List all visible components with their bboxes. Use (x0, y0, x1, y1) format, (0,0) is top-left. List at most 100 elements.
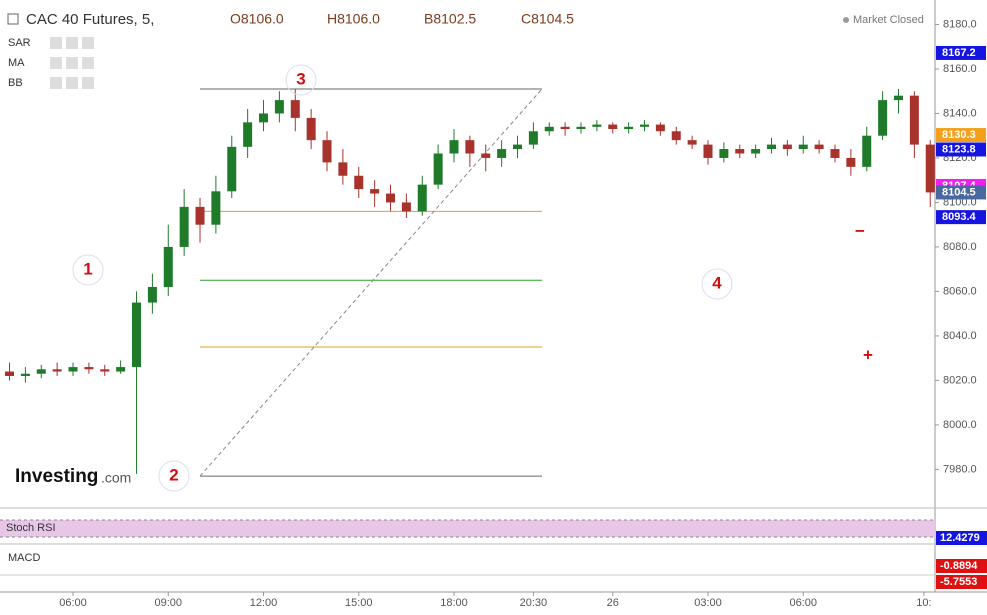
candle-body (417, 184, 427, 212)
x-tick-label: 18:00 (440, 597, 468, 609)
indicator-label[interactable]: SAR (8, 37, 31, 49)
candle-body (433, 153, 443, 185)
candle-body (370, 189, 380, 194)
candle-body (592, 124, 602, 127)
stoch-tag (936, 531, 987, 545)
y-tick-label: 8060.0 (943, 285, 977, 297)
macd-value: -0.8894 (940, 560, 978, 572)
candle-body (782, 144, 792, 150)
candle-body (687, 140, 697, 145)
candle-body (211, 191, 221, 225)
price-tag (936, 185, 986, 200)
annotation: 4 (712, 273, 722, 292)
candle-body (862, 135, 872, 167)
indicator-icon[interactable] (50, 77, 62, 89)
status-dot (843, 17, 849, 23)
candle-body (354, 175, 364, 190)
annotation-ring (285, 64, 317, 96)
candle-body (243, 122, 253, 147)
candle-body (576, 126, 586, 130)
candle-body (322, 140, 332, 163)
indicator-icon[interactable] (66, 37, 78, 49)
indicator-icon[interactable] (82, 37, 94, 49)
stoch-band (0, 520, 935, 537)
price-tag (936, 45, 986, 60)
candle-body (147, 286, 157, 303)
candle-body (751, 149, 761, 154)
price-tag-label: 8130.3 (942, 129, 976, 141)
candle-body (163, 246, 173, 287)
candle-body (465, 140, 475, 154)
x-tick-label: 26 (607, 597, 619, 609)
macd-tag (936, 575, 987, 589)
candle-body (719, 149, 729, 158)
candle-body (735, 149, 745, 154)
x-tick-label: 20:30 (520, 597, 548, 609)
indicator-icon[interactable] (50, 57, 62, 69)
indicator-label[interactable]: MA (8, 57, 25, 69)
quote-value: O8106.0 (230, 11, 284, 27)
candle-body (798, 144, 808, 150)
candle-body (893, 95, 903, 101)
indicator-icon[interactable] (66, 57, 78, 69)
candle-body (528, 131, 538, 145)
x-tick-label: 09:00 (155, 597, 183, 609)
x-tick-label: 10: (916, 597, 931, 609)
y-tick-label: 8020.0 (943, 374, 977, 386)
logo-suffix: .com (101, 470, 131, 486)
indicator-icon[interactable] (66, 77, 78, 89)
price-tag-label: 8104.5 (942, 186, 976, 198)
y-tick-label: 8180.0 (943, 18, 977, 30)
x-tick-label: 06:00 (59, 597, 87, 609)
indicator-icon[interactable] (82, 77, 94, 89)
candle-body (544, 126, 554, 132)
candle-body (766, 144, 776, 150)
candle-body (52, 369, 62, 372)
candle-body (195, 206, 205, 225)
candle-body (306, 117, 316, 141)
candle-body (671, 131, 681, 141)
indicator-icon[interactable] (50, 37, 62, 49)
macd-value: -5.7553 (940, 576, 977, 588)
candle-body (290, 100, 300, 118)
candle-body (20, 373, 30, 376)
x-tick-label: 03:00 (694, 597, 722, 609)
x-tick-label: 15:00 (345, 597, 373, 609)
candle-body (227, 146, 237, 192)
candle-body (5, 371, 15, 376)
candle-body (338, 162, 348, 176)
annotation-ring (701, 268, 733, 300)
quote-value: H8106.0 (327, 11, 380, 27)
indicator-label[interactable]: BB (8, 77, 23, 89)
collapse-icon[interactable] (7, 13, 19, 25)
candle-body (274, 100, 284, 114)
price-tag-label: 8093.4 (942, 211, 977, 223)
candle-body (624, 126, 634, 130)
x-tick-label: 06:00 (789, 597, 817, 609)
price-tag (936, 128, 986, 143)
candle-body (449, 140, 459, 154)
y-tick-label: 8000.0 (943, 419, 977, 431)
candle-body (925, 144, 935, 193)
price-tag-label: 8123.8 (942, 143, 976, 155)
logo: Investing (15, 466, 98, 487)
indicator-icon[interactable] (82, 57, 94, 69)
candle-body (36, 369, 46, 374)
candle-body (259, 113, 269, 123)
candle-body (703, 144, 713, 158)
price-tag (936, 142, 986, 157)
candle-body (639, 124, 649, 127)
candle-body (655, 124, 665, 132)
candle-body (84, 367, 94, 370)
chart-title: CAC 40 Futures, 5, (26, 11, 154, 28)
annotation-ring (72, 254, 104, 286)
stoch-value: 12.4279 (940, 532, 980, 544)
annotation: − (855, 221, 865, 240)
candle-body (116, 367, 126, 372)
macd-tag (936, 559, 987, 573)
annotation-ring (158, 460, 190, 492)
y-tick-label: 8040.0 (943, 330, 977, 342)
candle-body (401, 202, 411, 212)
candle-body (608, 124, 618, 130)
